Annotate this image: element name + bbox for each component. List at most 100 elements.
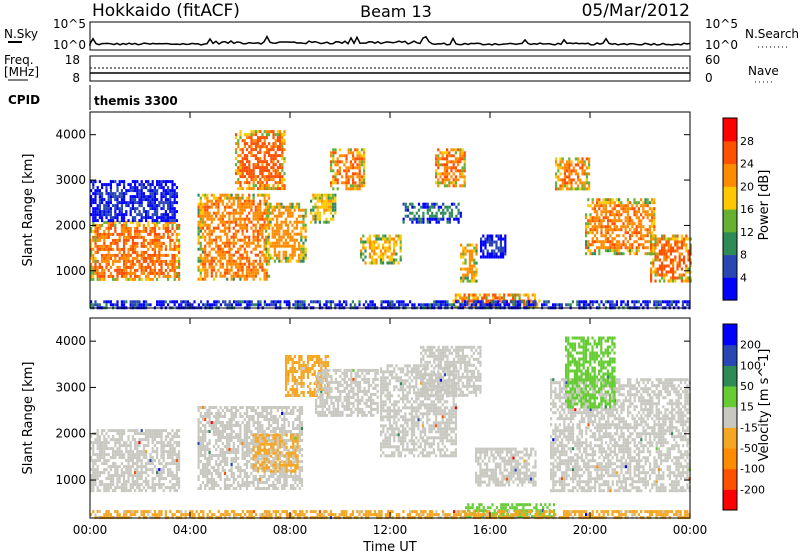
velocity-cell: [210, 454, 213, 457]
power-cell: [145, 268, 148, 272]
power-cell: [609, 210, 612, 214]
power-cell: [206, 226, 209, 230]
velocity-cell: [123, 486, 126, 490]
power-cell: [136, 229, 139, 233]
power-cell: [138, 219, 141, 223]
velocity-cell: [156, 453, 159, 457]
power-cell: [677, 300, 680, 304]
power-cell: [371, 240, 374, 244]
power-cell: [658, 267, 661, 271]
power-cell: [245, 244, 249, 248]
power-cell: [347, 148, 350, 152]
power-cell: [522, 302, 526, 306]
velocity-cell: [147, 441, 150, 445]
power-cell: [241, 205, 244, 209]
velocity-cell: [105, 468, 108, 472]
power-cell: [644, 198, 647, 202]
power-cell: [232, 235, 235, 239]
power-cell: [536, 302, 539, 306]
power-cell: [208, 211, 211, 215]
power-cell: [530, 303, 533, 307]
power-cell: [327, 300, 330, 304]
power-cell: [123, 223, 126, 227]
velocity-cell: [120, 474, 123, 478]
power-cell: [683, 243, 686, 247]
power-cell: [620, 252, 623, 256]
power-cell: [164, 189, 167, 193]
power-cell: [533, 293, 537, 297]
power-cell: [561, 184, 564, 188]
power-cell: [252, 232, 255, 236]
power-cell: [138, 300, 141, 304]
power-cell: [683, 255, 686, 259]
power-cell: [598, 219, 601, 223]
power-cell: [494, 303, 497, 307]
power-cell: [314, 211, 317, 215]
velocity-cell: [199, 451, 202, 454]
power-cell: [661, 264, 664, 268]
power-cell: [566, 187, 569, 191]
power-cell: [123, 253, 126, 257]
velocity-cell: [114, 468, 117, 472]
power-cell: [278, 214, 281, 218]
power-cell: [338, 172, 341, 176]
power-cell: [658, 240, 661, 244]
power-cell: [658, 252, 661, 256]
power-cell: [208, 238, 211, 242]
power-cell: [545, 303, 548, 307]
power-cell: [254, 238, 257, 242]
power-cell: [250, 169, 253, 173]
power-cell: [153, 189, 156, 193]
power-cell: [221, 253, 224, 257]
power-cell: [223, 271, 227, 275]
power-cell: [245, 241, 249, 245]
velocity-cell: [160, 456, 163, 460]
power-cell: [581, 157, 584, 161]
power-cell: [455, 300, 458, 304]
power-cell: [497, 255, 500, 259]
power-cell: [609, 198, 612, 202]
power-cell: [607, 246, 610, 250]
power-cell: [488, 237, 491, 241]
power-cell: [147, 241, 150, 245]
power-cell: [248, 217, 251, 221]
power-cell: [237, 238, 240, 242]
velocity-cell: [131, 456, 134, 460]
power-cell: [160, 271, 163, 275]
power-cell: [173, 219, 176, 223]
power-cell: [265, 145, 268, 149]
power-cell: [279, 181, 282, 185]
power-cell: [219, 247, 222, 251]
power-cell: [235, 172, 238, 176]
power-cell: [566, 163, 569, 167]
power-cell: [101, 244, 104, 248]
power-cell: [140, 229, 143, 233]
power-cell: [243, 181, 246, 185]
power-cell: [219, 238, 222, 242]
power-cell: [112, 220, 115, 224]
power-cell: [254, 253, 257, 257]
power-cell: [363, 157, 366, 161]
power-cell: [96, 274, 99, 278]
power-cell: [345, 154, 348, 158]
power-cell: [120, 247, 123, 251]
power-cell: [138, 229, 141, 233]
power-cell: [147, 256, 150, 260]
velocity-cell: [204, 430, 207, 433]
power-cell: [656, 270, 659, 274]
power-cell: [676, 246, 679, 250]
power-cell: [689, 249, 692, 253]
power-cell: [103, 204, 106, 208]
power-cell: [486, 240, 489, 244]
power-cell: [334, 208, 337, 212]
power-cell: [310, 211, 313, 215]
power-cell: [295, 232, 298, 236]
power-cell: [103, 213, 106, 217]
power-cell: [105, 189, 108, 193]
power-cell: [248, 211, 251, 215]
velocity-cell: [178, 450, 181, 454]
power-cell: [120, 271, 123, 275]
power-cell: [596, 213, 599, 217]
power-cell: [581, 160, 584, 164]
velocity-cell: [171, 456, 174, 460]
